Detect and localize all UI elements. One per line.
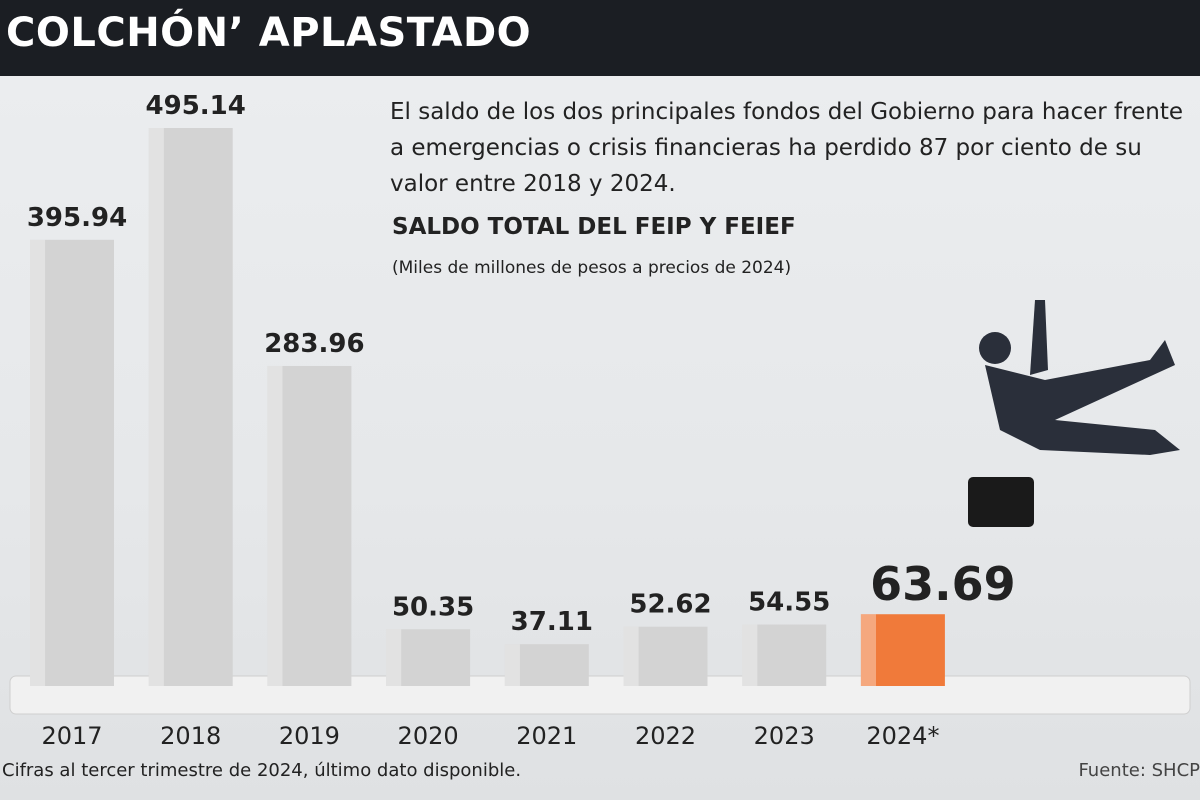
x-tick-label: 2024* <box>866 722 939 750</box>
body <box>985 340 1180 455</box>
bar <box>742 624 827 686</box>
x-tick-label: 2020 <box>398 722 459 750</box>
head <box>979 332 1011 364</box>
value-label: 283.96 <box>264 329 364 359</box>
value-label: 395.94 <box>27 203 127 233</box>
source: Fuente: SHCP <box>1078 760 1200 781</box>
title-bar <box>0 0 1200 76</box>
x-tick-label: 2023 <box>754 722 815 750</box>
bar <box>860 614 945 686</box>
bar <box>148 128 233 686</box>
bar-highlight <box>30 239 46 687</box>
bar-highlight <box>386 629 402 686</box>
value-label: 54.55 <box>748 588 830 618</box>
value-label: 37.11 <box>511 607 593 637</box>
footnote: Cifras al tercer trimestre de 2024, últi… <box>2 760 522 781</box>
value-label: 63.69 <box>870 557 1016 611</box>
x-tick-label: 2019 <box>279 722 340 750</box>
x-tick-label: 2022 <box>635 722 696 750</box>
bar <box>30 239 114 687</box>
arm <box>1030 300 1048 375</box>
briefcase <box>968 477 1034 527</box>
x-tick-label: 2017 <box>41 722 102 750</box>
x-tick-label: 2021 <box>516 722 577 750</box>
bar-highlight <box>267 365 283 686</box>
falling-man <box>968 300 1180 527</box>
bar-highlight <box>742 624 758 686</box>
bar-highlight <box>860 614 877 686</box>
value-label: 50.35 <box>392 592 474 622</box>
description: El saldo de los dos principales fondos d… <box>390 99 1183 197</box>
bar <box>386 629 471 686</box>
bar <box>623 626 708 686</box>
value-label: 495.14 <box>146 91 246 121</box>
value-label: 52.62 <box>629 590 711 620</box>
subtitle: SALDO TOTAL DEL FEIP Y FEIEF <box>392 214 796 240</box>
bar <box>267 365 352 686</box>
x-tick-label: 2018 <box>160 722 221 750</box>
title: COLCHÓN’ APLASTADO <box>6 10 532 56</box>
bar <box>504 644 589 686</box>
bar-highlight <box>623 626 639 686</box>
bar-highlight <box>504 644 520 686</box>
unit-note: (Miles de millones de pesos a precios de… <box>392 258 792 278</box>
bar-highlight <box>148 128 164 686</box>
